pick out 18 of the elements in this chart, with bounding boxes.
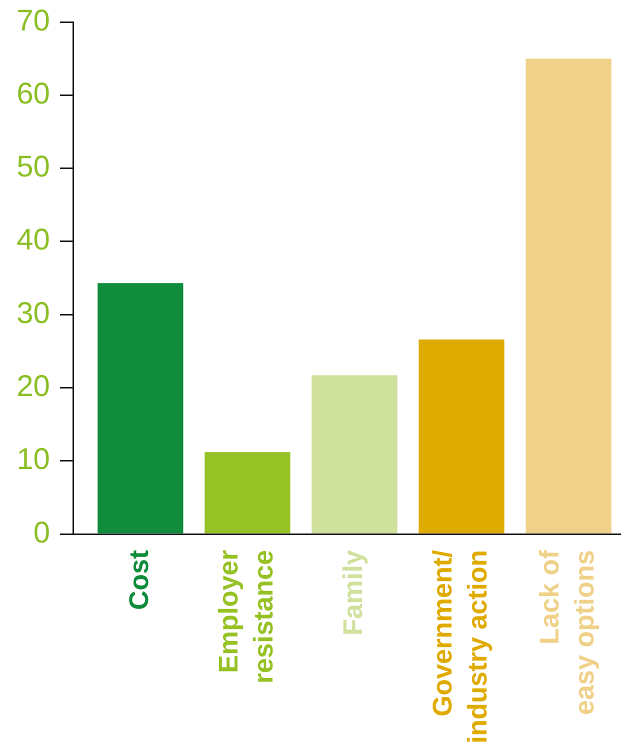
x-tick-label: Cost bbox=[124, 550, 154, 610]
bar bbox=[418, 339, 504, 534]
y-tick-label: 70 bbox=[16, 4, 50, 38]
y-tick-label: 40 bbox=[16, 224, 50, 257]
y-tick-label: 50 bbox=[16, 150, 50, 184]
y-tick-label: 30 bbox=[16, 296, 50, 330]
x-tick-label: Lack of easy options bbox=[534, 548, 600, 716]
x-tick-label: Employer resistance bbox=[213, 550, 278, 684]
y-tick-label: 10 bbox=[16, 443, 50, 476]
y-tick-label: 20 bbox=[16, 370, 50, 403]
bar bbox=[526, 58, 612, 534]
bar bbox=[312, 375, 398, 534]
y-tick-label: 0 bbox=[33, 516, 50, 550]
x-tick-label: Family bbox=[338, 550, 368, 636]
bar bbox=[204, 452, 290, 534]
bar bbox=[98, 283, 184, 534]
x-tick-label: Government/ industry action bbox=[427, 550, 493, 744]
y-tick-label: 60 bbox=[16, 77, 50, 110]
